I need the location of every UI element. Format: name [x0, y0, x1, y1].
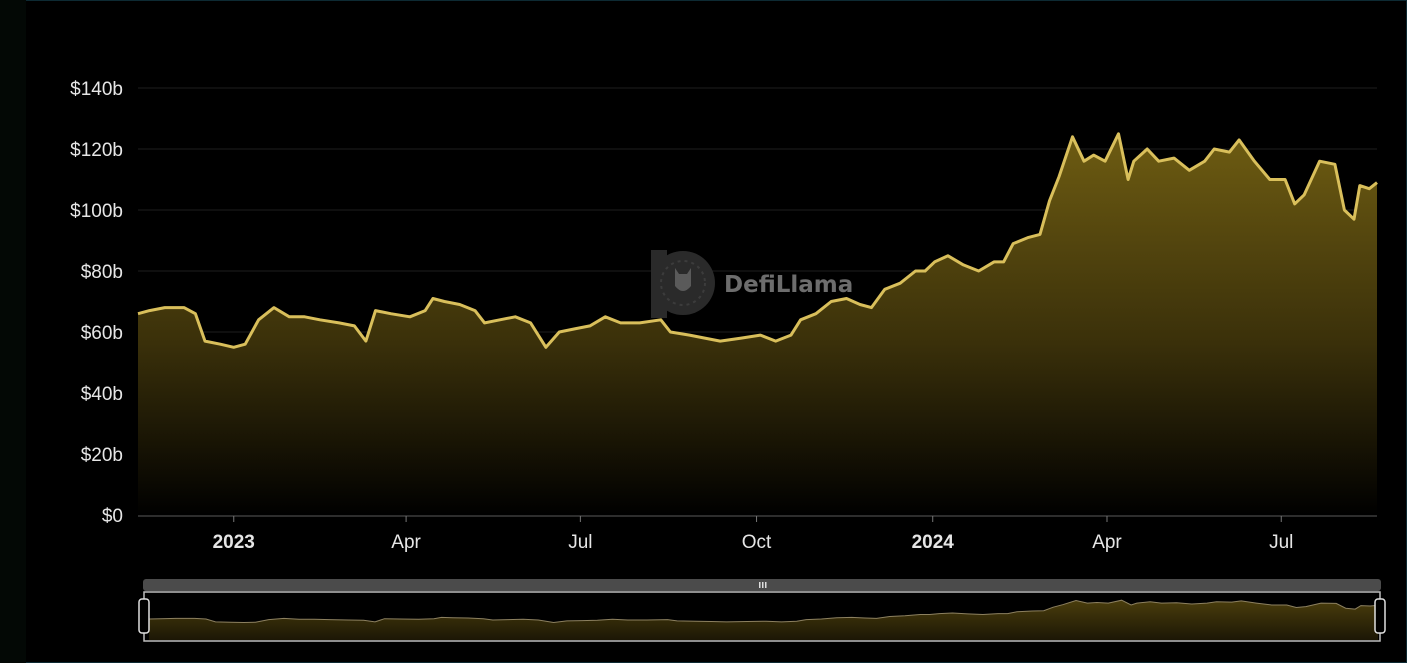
x-tick-label: 2024	[912, 532, 955, 553]
y-axis: $0 $20b $40b $60b $80b $100b $120b $140b	[70, 79, 123, 527]
minimap-line	[148, 599, 1379, 624]
left-edge-strip	[0, 0, 26, 663]
x-tick-label: Jul	[568, 532, 592, 553]
range-handle-right[interactable]	[1374, 598, 1386, 634]
y-tick-label: $40b	[81, 384, 123, 405]
y-tick-label: $100b	[70, 201, 123, 222]
y-tick-label: $60b	[81, 323, 123, 344]
minimap-area	[149, 600, 1378, 640]
range-grip-icon[interactable]	[759, 582, 767, 588]
y-tick-label: $80b	[81, 262, 123, 283]
x-tick-label: 2023	[213, 532, 255, 553]
watermark-logo-stem	[651, 250, 667, 318]
series-area	[138, 133, 1377, 516]
x-axis: 2023 Apr Jul Oct 2024 Apr Jul	[213, 516, 1293, 553]
range-handle-left[interactable]	[138, 598, 150, 634]
x-tick-label: Oct	[742, 532, 772, 553]
x-tick-label: Apr	[1092, 532, 1122, 553]
y-tick-label: $0	[102, 506, 123, 527]
y-tick-label: $120b	[70, 140, 123, 161]
series-line	[137, 132, 1378, 349]
watermark-text: DefiLlama	[724, 272, 853, 298]
y-tick-label: $140b	[70, 79, 123, 100]
y-tick-label: $20b	[81, 445, 123, 466]
range-selector[interactable]	[138, 579, 1386, 642]
llama-head-icon	[675, 268, 691, 291]
x-tick-label: Apr	[391, 532, 421, 553]
watermark-logo-ring	[660, 260, 706, 306]
defillama-watermark: DefiLlama	[651, 250, 853, 318]
x-tick-label: Jul	[1269, 532, 1293, 553]
